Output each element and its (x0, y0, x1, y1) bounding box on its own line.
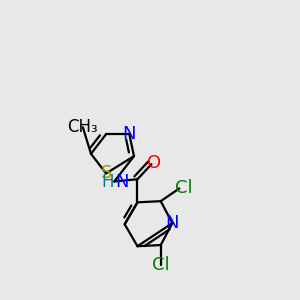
Text: S: S (100, 164, 112, 182)
Text: O: O (147, 154, 161, 172)
Text: CH₃: CH₃ (68, 118, 98, 136)
Text: N: N (116, 172, 129, 190)
Text: H: H (102, 172, 114, 190)
Text: N: N (166, 214, 179, 232)
Text: N: N (123, 125, 136, 143)
Text: Cl: Cl (152, 256, 170, 274)
Text: Cl: Cl (175, 179, 193, 197)
